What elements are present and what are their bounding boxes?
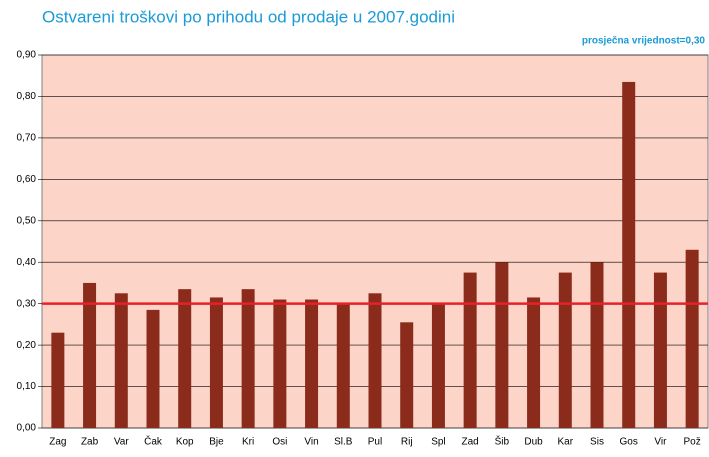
x-tick-label: Rij <box>401 437 413 448</box>
x-tick-label: Pož <box>684 437 701 448</box>
y-tick-label: 0,30 <box>17 298 37 309</box>
y-tick-label: 0,20 <box>17 340 37 351</box>
bar <box>590 262 604 428</box>
bar <box>241 289 255 428</box>
y-tick-label: 0,10 <box>17 381 37 392</box>
y-tick-label: 0,00 <box>17 423 37 434</box>
x-tick-label: Čak <box>144 435 163 448</box>
bar <box>83 282 97 428</box>
y-tick-label: 0,60 <box>17 174 37 185</box>
bar <box>336 303 350 428</box>
bar <box>463 272 477 428</box>
y-tick-label: 0,70 <box>17 133 37 144</box>
x-tick-label: Osi <box>272 437 287 448</box>
x-tick-label: Var <box>114 437 129 448</box>
x-tick-label: Kri <box>242 437 254 448</box>
x-tick-label: Šib <box>495 435 510 448</box>
bar <box>622 81 636 428</box>
x-tick-label: Zad <box>462 437 479 448</box>
bar <box>209 297 223 428</box>
x-tick-label: Gos <box>620 437 638 448</box>
x-tick-label: Bje <box>209 437 224 448</box>
x-tick-label: Kar <box>558 437 574 448</box>
bar <box>685 249 699 428</box>
x-tick-label: Zag <box>49 437 66 448</box>
bar <box>178 289 192 428</box>
x-tick-label: Vir <box>654 437 667 448</box>
y-tick-label: 0,80 <box>17 91 37 102</box>
y-tick-label: 0,50 <box>17 215 37 226</box>
x-tick-label: Spl <box>431 437 445 448</box>
bar <box>114 293 128 428</box>
reference-label: prosječna vrijednost=0,30 <box>582 36 706 47</box>
bar <box>495 262 509 428</box>
bar <box>653 272 667 428</box>
bar <box>527 297 541 428</box>
y-tick-label: 0,90 <box>17 50 37 61</box>
bar <box>146 309 160 428</box>
bar <box>305 299 319 428</box>
bar <box>273 299 287 428</box>
bar <box>51 332 65 428</box>
chart-title: Ostvareni troškovi po prihodu od prodaje… <box>42 7 455 26</box>
bar <box>431 303 445 428</box>
bar <box>368 293 382 428</box>
y-tick-label: 0,40 <box>17 257 37 268</box>
x-tick-label: Pul <box>368 437 382 448</box>
x-tick-label: Dub <box>524 437 543 448</box>
x-tick-label: Sl.B <box>334 437 353 448</box>
x-tick-label: Zab <box>81 437 99 448</box>
x-tick-label: Kop <box>176 437 194 448</box>
bar <box>400 322 414 428</box>
x-tick-label: Vin <box>304 437 318 448</box>
x-tick-label: Sis <box>590 437 604 448</box>
bar <box>558 272 572 428</box>
